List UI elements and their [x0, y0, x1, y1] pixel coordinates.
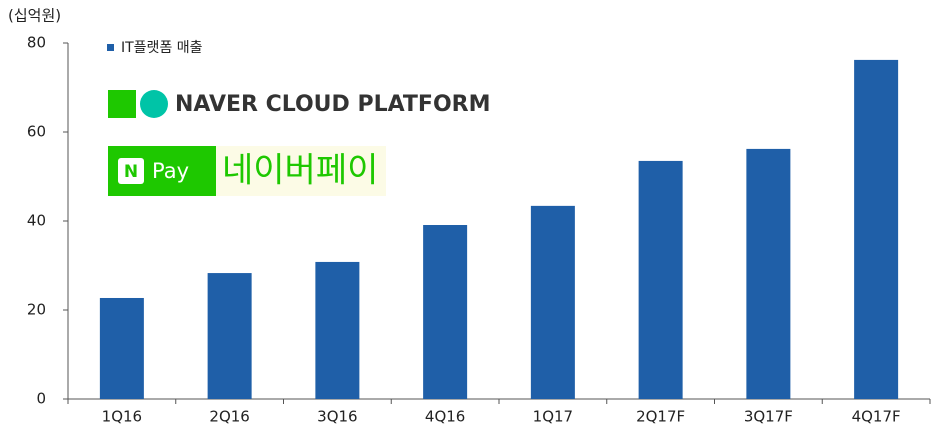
bar: [746, 148, 791, 399]
y-tick-label: 40: [27, 212, 46, 230]
y-tick-label: 0: [36, 390, 46, 408]
npay-n-box: [118, 158, 144, 184]
legend-swatch: [107, 44, 114, 51]
naver-cloud-logo: NAVER CLOUD PLATFORM: [108, 90, 491, 118]
x-tick-label: 2Q17F: [636, 408, 685, 426]
x-tick-label: 4Q16: [425, 408, 465, 426]
logo-square: [108, 90, 136, 118]
x-tick-label: 2Q16: [209, 408, 249, 426]
y-tick-label: 80: [27, 34, 46, 52]
x-tick-label: 3Q16: [317, 408, 357, 426]
x-tick-label: 3Q17F: [744, 408, 793, 426]
npay-logo: N Pay 네이버페이: [108, 146, 386, 196]
npay-n: N: [124, 162, 138, 182]
y-tick-label: 20: [27, 301, 46, 319]
x-tick-label: 1Q17: [533, 408, 573, 426]
bar: [99, 297, 144, 399]
npay-pay: Pay: [152, 159, 189, 183]
x-tick-label: 4Q17F: [852, 408, 901, 426]
npay-text: 네이버페이: [222, 151, 378, 191]
logo-circle: [140, 90, 168, 118]
y-tick-label: 60: [27, 123, 46, 141]
bar: [638, 160, 683, 399]
bar: [207, 273, 252, 399]
unit-label: (십억원): [8, 7, 61, 25]
npay-text-bg: [216, 146, 386, 196]
bar: [854, 59, 899, 399]
bar: [530, 205, 575, 399]
bar: [315, 261, 360, 399]
x-tick-label: 1Q16: [102, 408, 142, 426]
logo-text: NAVER CLOUD PLATFORM: [175, 92, 491, 117]
bar: [423, 225, 468, 399]
legend-label: IT플랫폼 매출: [121, 40, 203, 56]
